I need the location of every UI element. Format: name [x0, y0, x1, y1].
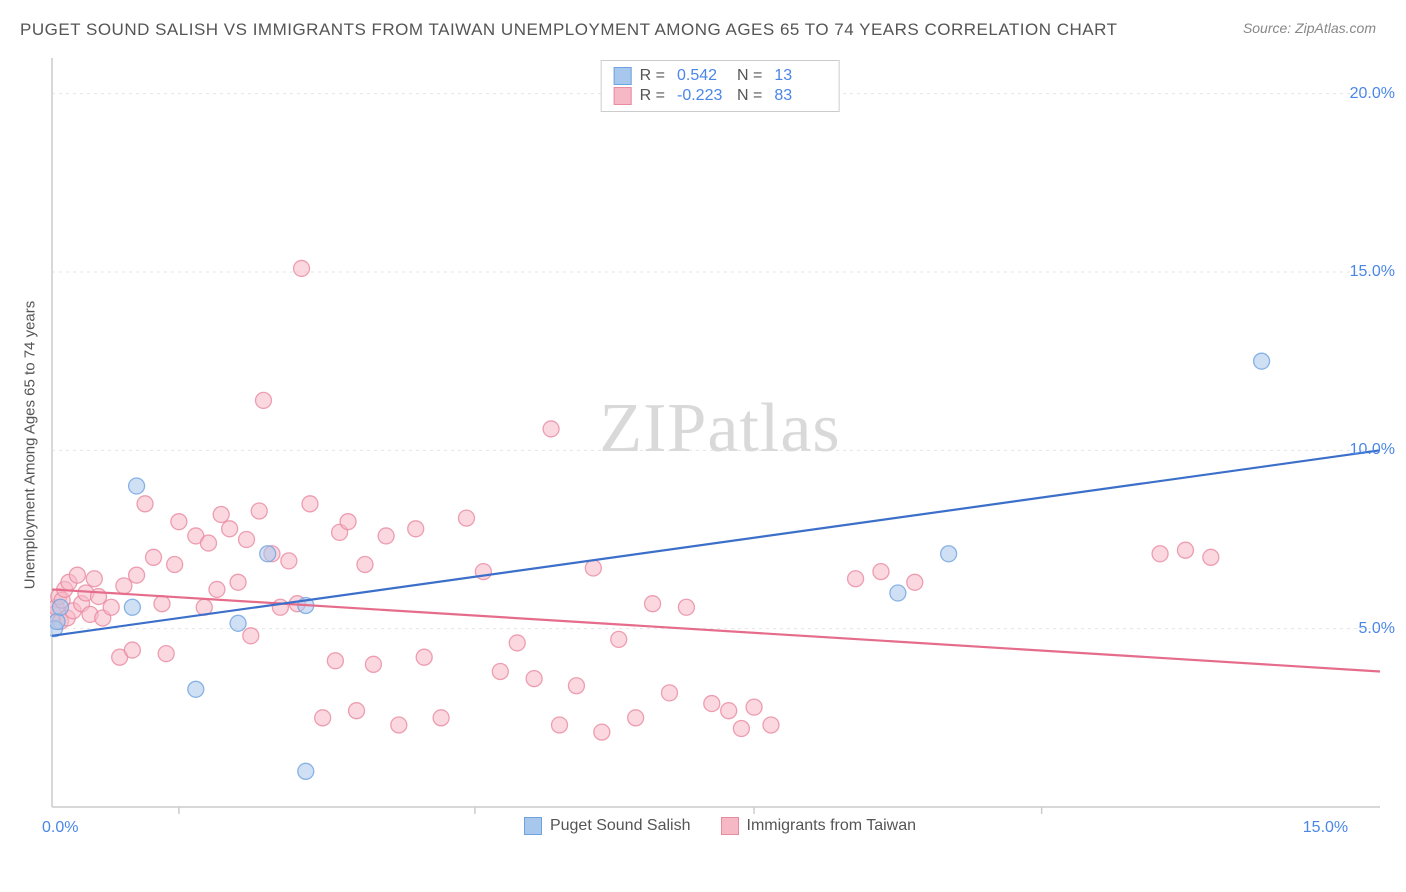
y-axis-label: Unemployment Among Ages 65 to 74 years: [22, 301, 39, 590]
n-label: N =: [737, 87, 762, 105]
legend-row-pink: R = -0.223 N = 83: [614, 87, 827, 105]
r-value: -0.223: [677, 87, 729, 105]
chart-title: PUGET SOUND SALISH VS IMMIGRANTS FROM TA…: [20, 20, 1117, 40]
y-tick-label: 5.0%: [1359, 620, 1395, 638]
x-tick-label: 0.0%: [42, 819, 78, 837]
source-label: Source: ZipAtlas.com: [1243, 20, 1376, 36]
legend-swatch-pink: [614, 87, 632, 105]
legend-item-pink: Immigrants from Taiwan: [721, 817, 917, 835]
chart-area: Unemployment Among Ages 65 to 74 years Z…: [50, 55, 1390, 835]
legend-label: Puget Sound Salish: [550, 817, 691, 835]
scatter-plot: [50, 55, 1390, 835]
correlation-legend: R = 0.542 N = 13 R = -0.223 N = 83: [601, 60, 840, 112]
legend-label: Immigrants from Taiwan: [747, 817, 917, 835]
series-legend: Puget Sound Salish Immigrants from Taiwa…: [50, 817, 1390, 835]
y-tick-label: 15.0%: [1350, 263, 1395, 281]
legend-swatch-pink: [721, 817, 739, 835]
y-tick-label: 20.0%: [1350, 85, 1395, 103]
n-value: 13: [774, 67, 826, 85]
n-value: 83: [774, 87, 826, 105]
y-tick-label: 10.0%: [1350, 441, 1395, 459]
legend-swatch-blue: [614, 67, 632, 85]
legend-row-blue: R = 0.542 N = 13: [614, 67, 827, 85]
n-label: N =: [737, 67, 762, 85]
x-tick-label: 15.0%: [1303, 819, 1348, 837]
r-label: R =: [640, 67, 665, 85]
legend-swatch-blue: [524, 817, 542, 835]
r-value: 0.542: [677, 67, 729, 85]
legend-item-blue: Puget Sound Salish: [524, 817, 691, 835]
r-label: R =: [640, 87, 665, 105]
